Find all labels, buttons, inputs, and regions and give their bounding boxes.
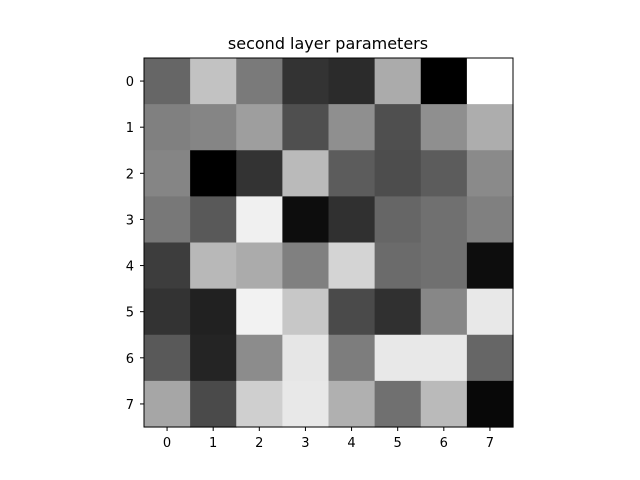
heatmap-cell-r4-c3	[282, 242, 330, 290]
y-tick-label: 5	[126, 306, 134, 321]
heatmap-cell-r3-c2	[236, 196, 283, 244]
heatmap-cell-r7-c5	[374, 380, 422, 428]
heatmap-cell-r0-c3	[282, 58, 330, 105]
heatmap-cell-r4-c2	[236, 242, 283, 290]
y-axis: 0 1 2 3 4 5 6 7	[126, 75, 144, 413]
heatmap-cell-r3-c6	[420, 196, 468, 244]
y-tick-label: 0	[126, 75, 134, 90]
heatmap-cell-r7-c0	[144, 380, 191, 428]
heatmap-cell-r2-c3	[282, 150, 330, 197]
x-tick-label: 2	[255, 436, 263, 451]
heatmap-cell-r5-c2	[236, 288, 283, 336]
heatmap-cell-r1-c3	[282, 104, 330, 151]
heatmap-cell-r2-c5	[374, 150, 422, 197]
x-tick-label: 6	[440, 436, 448, 451]
heatmap-cell-r1-c7	[466, 104, 514, 151]
x-tick-label: 4	[347, 436, 355, 451]
y-tick-label: 1	[126, 121, 134, 136]
heatmap-cell-r5-c0	[144, 288, 191, 336]
heatmap-cell-r4-c0	[144, 242, 191, 290]
y-tick-label: 6	[126, 352, 134, 367]
heatmap-cell-r1-c5	[374, 104, 422, 151]
heatmap-cell-r7-c1	[190, 380, 237, 428]
heatmap-cell-r4-c4	[328, 242, 376, 290]
heatmap-cell-r0-c2	[236, 58, 283, 105]
heatmap-cell-r3-c7	[466, 196, 514, 244]
heatmap-cell-r5-c5	[374, 288, 422, 336]
heatmap-cell-r6-c1	[190, 334, 237, 382]
heatmap-cell-r7-c2	[236, 380, 283, 428]
y-tick-label: 4	[126, 260, 134, 275]
y-tick-label: 2	[126, 167, 134, 182]
x-axis: 0 1 2 3 4 5 6 7	[163, 427, 494, 451]
heatmap-cell-r7-c4	[328, 380, 376, 428]
heatmap-cell-r5-c4	[328, 288, 376, 336]
heatmap-cells	[144, 58, 514, 428]
heatmap-cell-r6-c4	[328, 334, 376, 382]
heatmap-cell-r4-c1	[190, 242, 237, 290]
heatmap-cell-r0-c7	[466, 58, 514, 105]
heatmap-cell-r3-c0	[144, 196, 191, 244]
heatmap-cell-r7-c7	[466, 380, 514, 428]
x-tick-label: 1	[209, 436, 217, 451]
heatmap-cell-r2-c7	[466, 150, 514, 197]
heatmap-cell-r2-c2	[236, 150, 283, 197]
heatmap-cell-r2-c4	[328, 150, 376, 197]
heatmap-cell-r3-c5	[374, 196, 422, 244]
heatmap-cell-r3-c3	[282, 196, 330, 244]
heatmap-cell-r0-c5	[374, 58, 422, 105]
heatmap-cell-r6-c0	[144, 334, 191, 382]
heatmap-cell-r1-c6	[420, 104, 468, 151]
heatmap-cell-r2-c6	[420, 150, 468, 197]
heatmap-cell-r2-c0	[144, 150, 191, 197]
heatmap-cell-r5-c7	[466, 288, 514, 336]
chart-title: second layer parameters	[228, 34, 428, 53]
heatmap-cell-r5-c1	[190, 288, 237, 336]
heatmap-cell-r1-c4	[328, 104, 376, 151]
heatmap-cell-r6-c5	[374, 334, 422, 382]
heatmap-cell-r7-c3	[282, 380, 330, 428]
heatmap-cell-r0-c6	[420, 58, 468, 105]
heatmap-cell-r3-c4	[328, 196, 376, 244]
heatmap-cell-r6-c7	[466, 334, 514, 382]
heatmap-cell-r4-c5	[374, 242, 422, 290]
x-tick-label: 5	[394, 436, 402, 451]
x-tick-label: 7	[486, 436, 494, 451]
heatmap-cell-r3-c1	[190, 196, 237, 244]
heatmap-cell-r6-c3	[282, 334, 330, 382]
y-tick-label: 7	[126, 398, 134, 413]
heatmap-cell-r5-c6	[420, 288, 468, 336]
heatmap-cell-r1-c1	[190, 104, 237, 151]
heatmap-cell-r4-c7	[466, 242, 514, 290]
heatmap-cell-r4-c6	[420, 242, 468, 290]
heatmap-cell-r7-c6	[420, 380, 468, 428]
heatmap-cell-r1-c2	[236, 104, 283, 151]
x-tick-label: 3	[301, 436, 309, 451]
heatmap-cell-r1-c0	[144, 104, 191, 151]
y-tick-label: 3	[126, 213, 134, 228]
heatmap-cell-r6-c2	[236, 334, 283, 382]
x-tick-label: 0	[163, 436, 171, 451]
heatmap-cell-r0-c1	[190, 58, 237, 105]
heatmap-cell-r6-c6	[420, 334, 468, 382]
plot-frame	[143, 57, 514, 428]
heatmap-cell-r5-c3	[282, 288, 330, 336]
heatmap-cell-r2-c1	[190, 150, 237, 197]
heatmap-cell-r0-c0	[144, 58, 191, 105]
heatmap-cell-r0-c4	[328, 58, 376, 105]
